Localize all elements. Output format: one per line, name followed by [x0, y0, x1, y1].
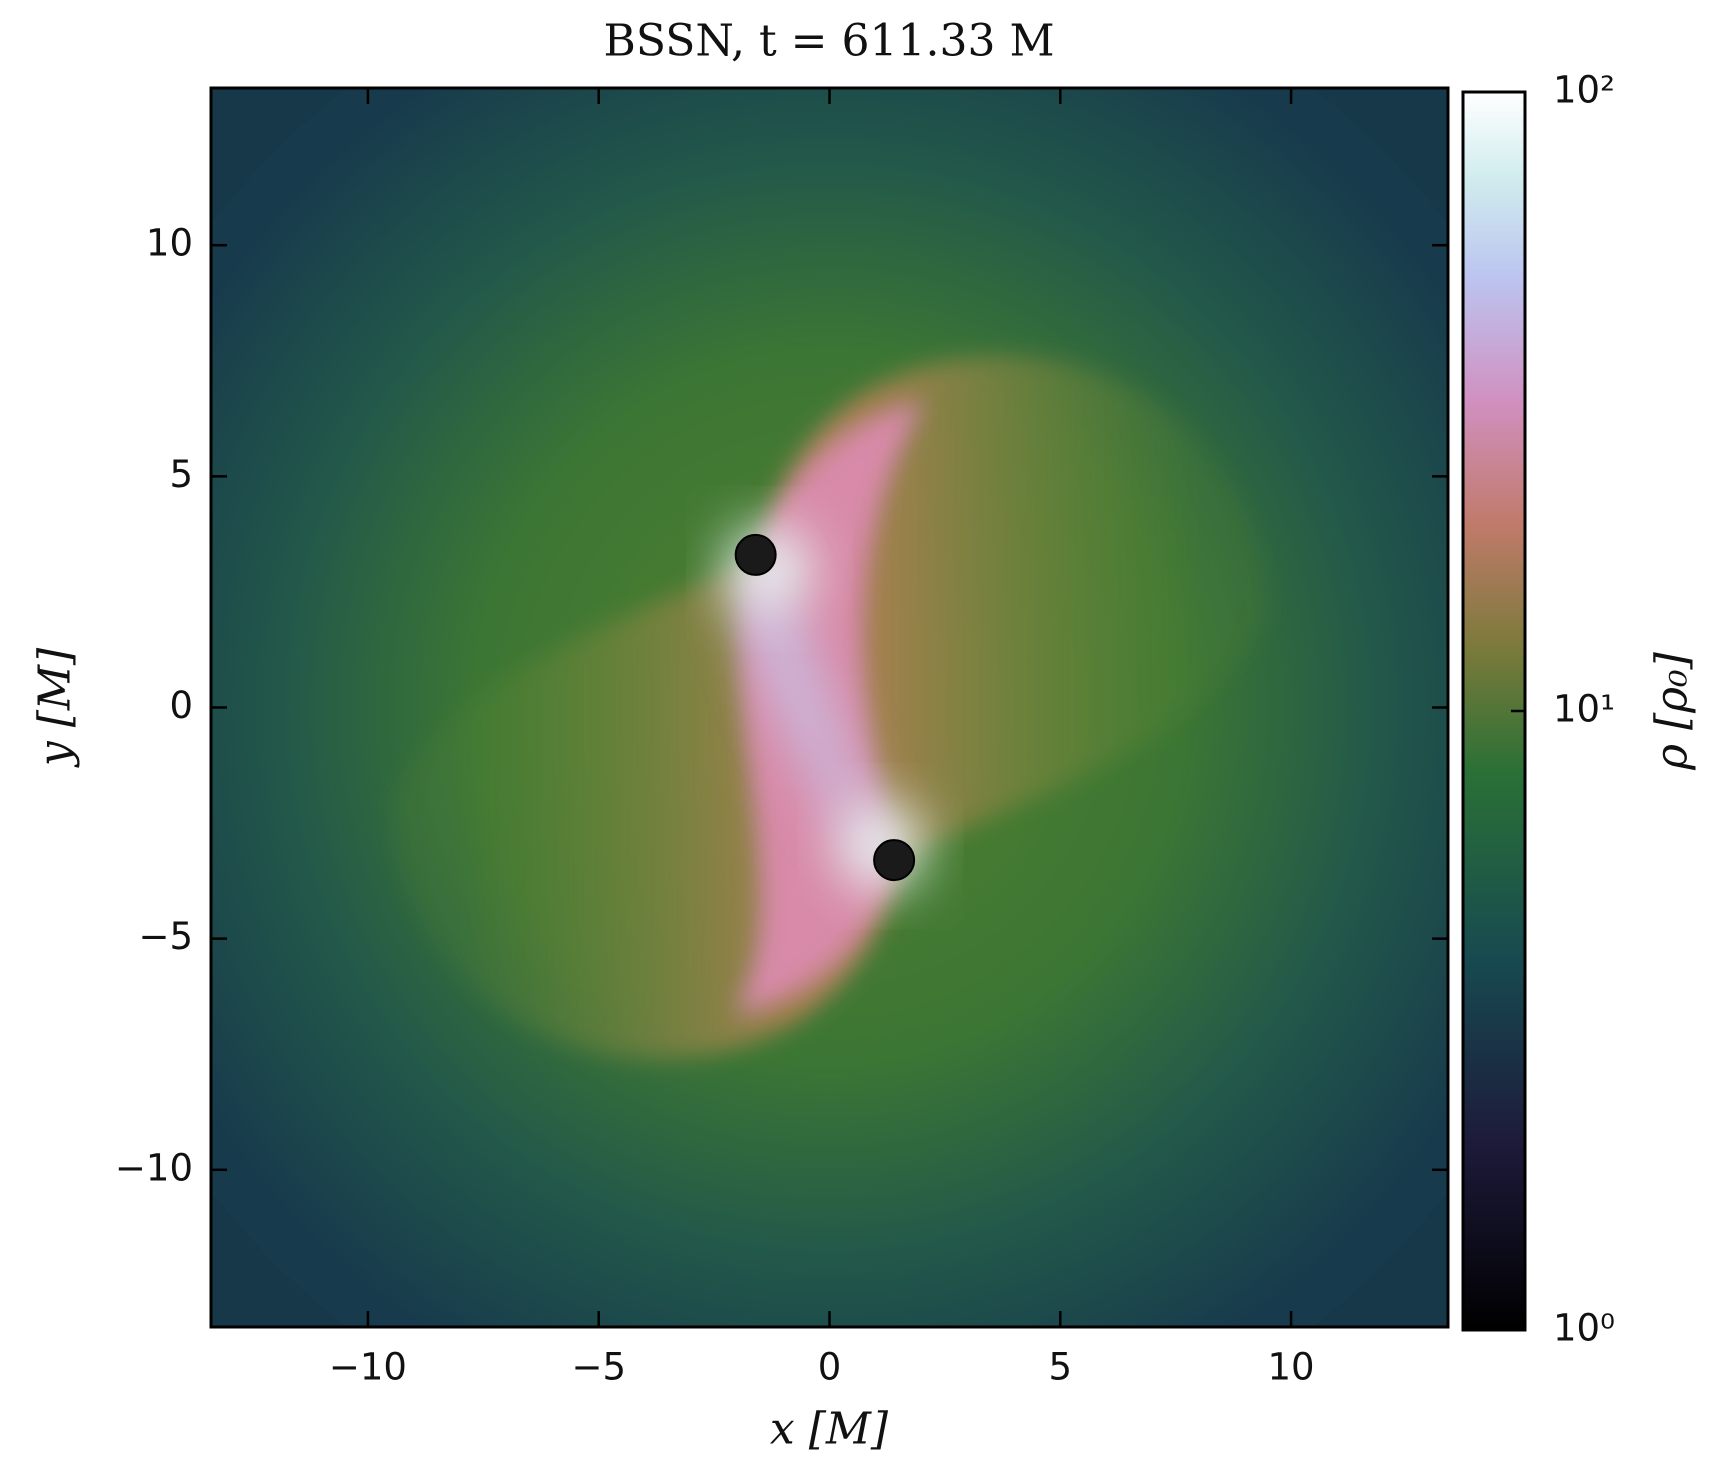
y-tick-label: −10	[115, 1146, 193, 1189]
x-axis-label: x [M]	[770, 1404, 889, 1455]
colorbar-tick-label: 10⁰	[1553, 1307, 1615, 1350]
x-tick-label: −10	[329, 1346, 407, 1389]
black-hole	[734, 533, 777, 576]
colorbar-label: ρ [ρ₀]	[1647, 651, 1698, 771]
x-tick-label: 5	[1049, 1346, 1073, 1389]
y-tick-label: 5	[169, 453, 193, 496]
y-tick-label: 0	[169, 684, 193, 727]
x-tick-label: 0	[818, 1346, 842, 1389]
x-tick-label: −5	[571, 1346, 626, 1389]
x-tick-label: 10	[1268, 1346, 1315, 1389]
y-tick-label: 10	[146, 222, 193, 265]
colorbar-tick-label: 10²	[1553, 69, 1615, 112]
y-tick-label: −5	[138, 915, 193, 958]
colorbar-tick-label: 10¹	[1553, 688, 1615, 731]
chart-title: BSSN, t = 611.33 M	[603, 16, 1054, 67]
y-axis-label: y [M]	[30, 647, 81, 768]
black-hole	[873, 839, 916, 882]
density-field	[211, 88, 1448, 1327]
